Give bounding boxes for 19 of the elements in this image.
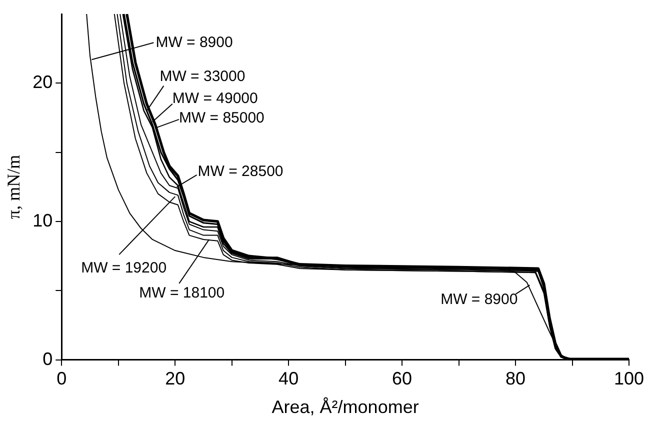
x-tick-label: 80 (506, 368, 526, 389)
y-tick-label: 0 (42, 348, 53, 369)
x-tick-label: 40 (278, 368, 299, 389)
annotation: MW = 49000 (172, 90, 258, 108)
x-axis-title: Area, Å²/monomer (272, 397, 419, 418)
annotation: MW = 33000 (160, 68, 246, 85)
y-tick-label: 10 (32, 210, 53, 230)
annotation: MW = 8900 (156, 34, 233, 51)
y-tick-label: 20 (32, 72, 53, 92)
annotation: MW = 28500 (198, 163, 284, 180)
annotation: MW = 18100 (139, 284, 225, 302)
x-tick-label: 20 (165, 368, 186, 389)
x-tick-label: 60 (392, 368, 412, 389)
annotation: MW = 19200 (81, 260, 167, 277)
annotation: MW = 85000 (178, 110, 264, 127)
x-tick-label: 0 (56, 368, 67, 389)
y-axis-title: π, mN/m (4, 154, 24, 219)
annotation: MW = 8900 (440, 291, 518, 308)
x-tick-label: 100 (614, 368, 644, 389)
